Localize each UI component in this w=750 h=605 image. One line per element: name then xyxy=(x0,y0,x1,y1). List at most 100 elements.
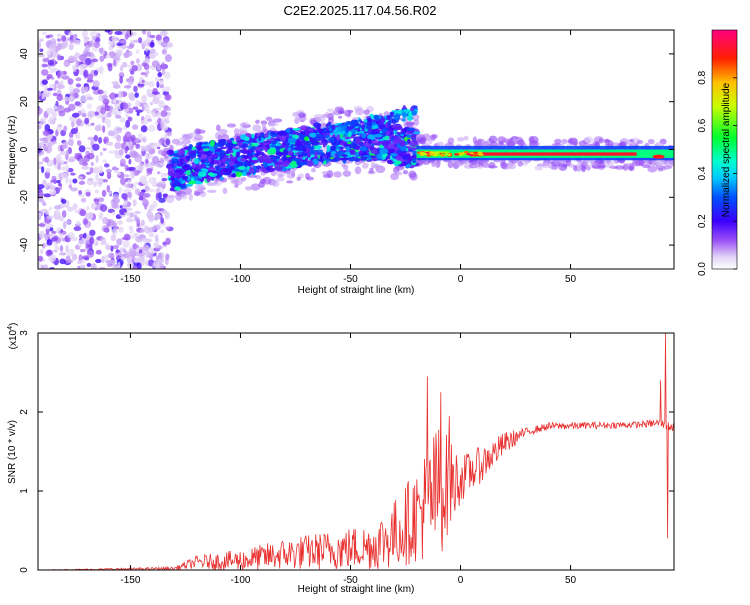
heatmap-cell xyxy=(47,74,53,79)
heatmap-cell xyxy=(141,258,145,266)
heatmap-cell xyxy=(489,136,498,144)
heatmap-cell xyxy=(168,171,174,177)
heatmap-cell xyxy=(292,128,300,131)
heatmap-cell xyxy=(69,85,73,93)
heatmap-cell xyxy=(72,65,76,72)
heatmap-cell xyxy=(339,158,348,161)
colorbar-tick-label: 0.6 xyxy=(697,118,708,132)
colorbar-tick-label: 0.4 xyxy=(697,166,708,180)
heatmap-cell xyxy=(75,127,78,133)
heatmap-cell xyxy=(422,153,428,155)
heatmap-cell xyxy=(252,157,258,160)
heatmap-cell xyxy=(371,149,378,154)
heatmap-cell xyxy=(96,250,102,255)
heatmap-cell xyxy=(149,204,154,211)
heatmap-cell xyxy=(158,100,164,108)
heatmap-cell xyxy=(323,141,326,148)
heatmap-cell xyxy=(474,141,480,144)
heatmap-cell xyxy=(166,138,171,145)
heatmap-cell xyxy=(87,263,92,267)
heatmap-cell xyxy=(75,77,81,81)
heatmap-cell xyxy=(180,178,183,184)
heatmap-cell xyxy=(165,238,171,245)
heatmap-cell xyxy=(118,227,123,233)
heatmap-cell xyxy=(314,152,317,158)
y-tick-label: 40 xyxy=(19,48,30,60)
heatmap-cell xyxy=(220,177,224,181)
heatmap-cell xyxy=(394,127,402,130)
heatmap-cell xyxy=(95,155,98,163)
heatmap-cell xyxy=(125,183,132,188)
heatmap-cell xyxy=(280,135,286,141)
heatmap-cell xyxy=(236,171,243,177)
heatmap-cell xyxy=(156,193,159,201)
heatmap-cell xyxy=(69,96,73,100)
heatmap-cell xyxy=(46,35,50,38)
heatmap-cell xyxy=(102,217,108,224)
heatmap-cell xyxy=(114,31,122,35)
heatmap-cell xyxy=(104,119,111,124)
heatmap-cell xyxy=(83,218,88,225)
heatmap-cell xyxy=(411,110,417,115)
heatmap-cell xyxy=(126,30,133,37)
heatmap-cell xyxy=(150,102,153,106)
heatmap-cell xyxy=(355,108,364,115)
heatmap-cell xyxy=(138,37,142,43)
y-tick-label: 20 xyxy=(19,96,30,108)
heatmap-cell xyxy=(111,212,115,216)
heatmap-cell xyxy=(648,139,655,144)
heatmap-cell xyxy=(108,64,113,72)
heatmap-cell xyxy=(55,80,59,84)
heatmap-cell xyxy=(161,178,167,181)
heatmap-cell xyxy=(39,38,43,41)
heatmap-cell xyxy=(106,185,110,192)
heatmap-cell xyxy=(288,150,293,155)
heatmap-cell xyxy=(61,35,66,42)
heatmap-cell xyxy=(56,227,61,232)
heatmap-cell xyxy=(94,135,98,142)
heatmap-cell xyxy=(77,261,82,264)
heatmap-cell xyxy=(364,109,370,114)
heatmap-cell xyxy=(155,143,161,147)
heatmap-cell xyxy=(345,121,351,125)
heatmap-cell xyxy=(113,245,119,249)
heatmap-cell xyxy=(112,36,117,42)
heatmap-cell xyxy=(537,163,546,166)
heatmap-cell xyxy=(53,105,57,109)
heatmap-cell xyxy=(71,249,75,255)
heatmap-cell xyxy=(42,202,46,206)
heatmap-cell xyxy=(350,149,356,155)
heatmap-cell xyxy=(153,143,156,149)
heatmap-cell xyxy=(144,63,149,70)
heatmap-cell xyxy=(341,154,347,157)
heatmap-cell xyxy=(149,177,156,184)
heatmap-cell xyxy=(165,253,169,260)
heatmap-cell xyxy=(152,110,155,118)
heatmap-cell xyxy=(39,162,43,165)
snr-background xyxy=(38,333,674,570)
heatmap-cell xyxy=(327,145,331,151)
heatmap-cell xyxy=(307,153,311,158)
heatmap-cell xyxy=(146,37,152,42)
heatmap-cell xyxy=(430,134,436,140)
heatmap-cell xyxy=(260,152,265,155)
heatmap-cell xyxy=(201,164,206,168)
heatmap-cell xyxy=(127,192,132,198)
heatmap-cell xyxy=(89,237,94,245)
heatmap-cell xyxy=(128,141,133,149)
heatmap-cell xyxy=(79,145,86,152)
heatmap-cell xyxy=(367,129,372,132)
heatmap-cell xyxy=(669,161,678,164)
heatmap-cell xyxy=(57,33,62,37)
heatmap-cell xyxy=(437,142,444,147)
heatmap-cell xyxy=(134,40,139,43)
heatmap-cell xyxy=(335,107,341,112)
heatmap-cell xyxy=(63,221,66,229)
heatmap-cell xyxy=(274,139,281,141)
heatmap-cell xyxy=(262,122,267,127)
heatmap-cell xyxy=(46,226,50,229)
heatmap-cell xyxy=(145,145,152,152)
heatmap-cell xyxy=(112,197,120,204)
